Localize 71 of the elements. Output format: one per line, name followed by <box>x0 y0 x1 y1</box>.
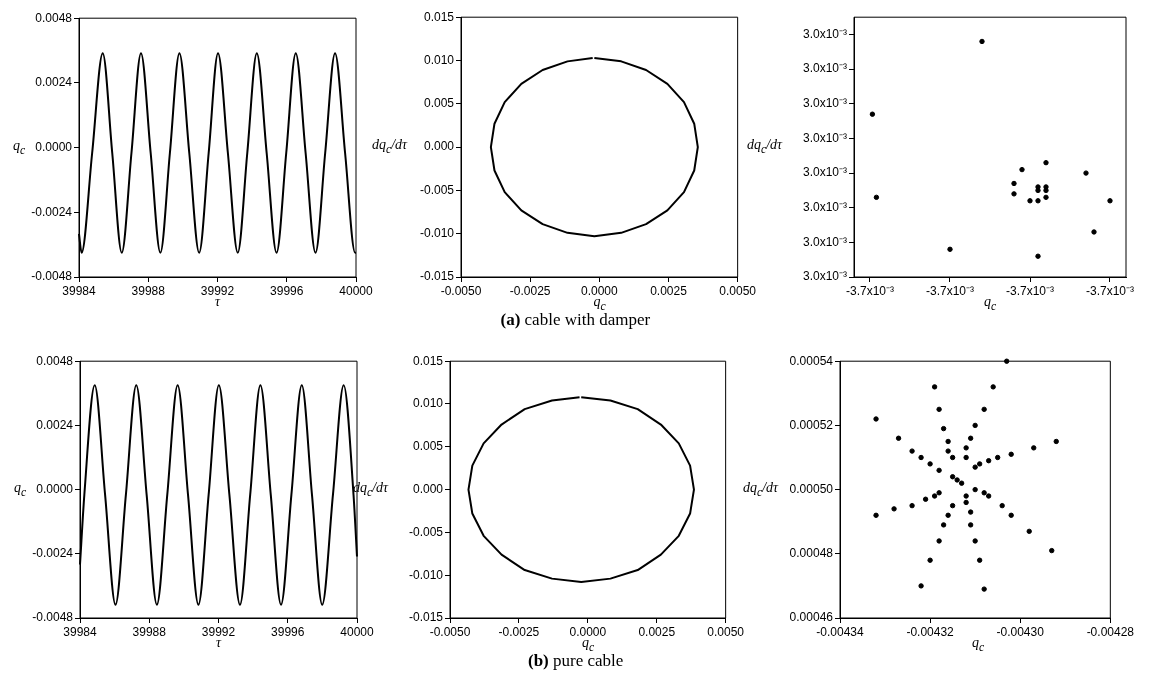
x-tick-label: -3.7x10⁻³ <box>1005 283 1055 298</box>
y-tick-label: -0.010 <box>408 567 444 582</box>
x-tick-label: -3.7x10⁻³ <box>925 283 975 298</box>
text: (a) cable with damper <box>500 310 651 330</box>
x-axis-title: q$_{c}$ <box>984 294 997 313</box>
x-tick-label: 0.0050 <box>719 283 757 298</box>
y-tick-label: 0.0000 <box>35 139 73 154</box>
y-tick-label: 0.000 <box>423 139 455 154</box>
y-tick-label: 0.0024 <box>36 417 74 432</box>
x-tick-label: 39988 <box>132 624 167 639</box>
y-tick-label: 0.005 <box>412 439 444 454</box>
x-tick-label: -0.0025 <box>509 283 551 298</box>
y-axis-title: dq$_{c}$/dτ <box>372 137 408 156</box>
y-tick-label: 3.0x10⁻³ <box>802 130 847 145</box>
x-tick-label: 40000 <box>340 624 375 639</box>
text: (b) pure cable <box>528 651 624 671</box>
x-tick-label: 0.0025 <box>638 624 676 639</box>
y-axis-title: dq$_{c}$/dτ <box>353 479 389 499</box>
y-tick-label: 3.0x10⁻³ <box>802 61 847 76</box>
x-tick-label: 39984 <box>63 624 98 639</box>
y-tick-label: 0.0024 <box>35 75 73 90</box>
y-tick-label: 0.010 <box>423 52 455 67</box>
x-tick-label: -0.0050 <box>440 283 482 298</box>
y-tick-label: 0.00046 <box>789 610 834 625</box>
x-tick-label: -0.00430 <box>996 624 1045 639</box>
x-tick-label: 0.0025 <box>650 283 688 298</box>
y-tick-label: -0.010 <box>419 226 455 241</box>
y-tick-label: 3.0x10⁻³ <box>802 26 847 41</box>
y-tick-label: -0.0048 <box>32 610 74 625</box>
x-tick-label: -3.7x10⁻³ <box>1085 283 1135 298</box>
y-tick-label: 0.0000 <box>36 481 74 496</box>
y-axis-title: dq$_{c}$/dτ <box>743 479 779 499</box>
x-tick-label: 0.0050 <box>707 624 745 639</box>
y-tick-label: -0.0024 <box>32 546 74 561</box>
y-tick-label: 0.000 <box>412 481 444 496</box>
y-tick-label: 3.0x10⁻³ <box>802 269 847 284</box>
x-tick-label: -0.00434 <box>816 624 865 639</box>
y-tick-label: -0.015 <box>408 610 444 625</box>
x-tick-label: -0.00432 <box>906 624 955 639</box>
y-axis-title: q$_{c}$ <box>14 479 27 499</box>
y-tick-label: 0.0048 <box>35 10 73 25</box>
x-tick-label: 40000 <box>339 283 374 298</box>
y-tick-label: -0.005 <box>419 182 455 197</box>
x-tick-label: 39996 <box>271 624 305 639</box>
y-tick-label: 0.005 <box>423 96 455 111</box>
y-tick-label: -0.0024 <box>31 204 73 219</box>
y-tick-label: 3.0x10⁻³ <box>802 165 847 180</box>
y-tick-label: -0.005 <box>408 524 444 539</box>
x-tick-label: -3.7x10⁻³ <box>845 283 895 298</box>
x-tick-label: 39996 <box>270 283 304 298</box>
y-tick-label: -0.0048 <box>31 269 73 284</box>
y-tick-label: 0.015 <box>412 353 444 368</box>
x-axis-title: q$_{c}$ <box>972 635 985 654</box>
y-axis-title: dq$_{c}$/dτ <box>747 137 783 156</box>
y-tick-label: 3.0x10⁻³ <box>802 200 847 215</box>
y-tick-label: 0.015 <box>423 9 455 24</box>
y-tick-label: 0.00050 <box>789 481 834 496</box>
x-tick-label: -0.0050 <box>429 624 471 639</box>
y-tick-label: -0.015 <box>419 269 455 284</box>
y-tick-label: 3.0x10⁻³ <box>802 234 847 249</box>
x-tick-label: 39984 <box>62 283 97 298</box>
y-tick-label: 0.010 <box>412 396 444 411</box>
y-tick-label: 0.00054 <box>789 353 834 368</box>
y-axis-title: q$_{c}$ <box>13 137 26 157</box>
y-tick-label: 0.00052 <box>789 417 834 432</box>
x-tick-label: -0.00428 <box>1086 624 1135 639</box>
y-tick-label: 0.00048 <box>789 546 834 561</box>
x-tick-label: 39988 <box>131 283 166 298</box>
y-tick-label: 3.0x10⁻³ <box>802 96 847 111</box>
y-tick-label: 0.0048 <box>36 353 74 368</box>
x-tick-label: -0.0025 <box>498 624 540 639</box>
